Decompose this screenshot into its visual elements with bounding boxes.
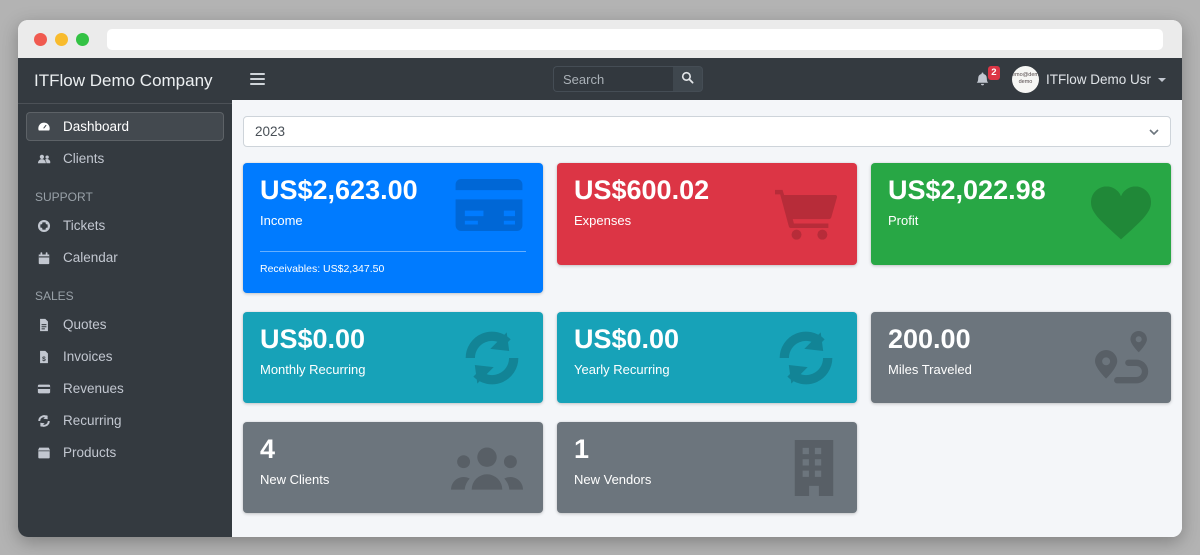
avatar: demo@demo demo (1011, 65, 1039, 93)
stat-value: 200.00 (888, 324, 971, 354)
stat-label: New Clients (260, 472, 330, 488)
life-ring-icon (35, 218, 52, 233)
sidebar-item-label: Invoices (63, 349, 113, 364)
heart-icon (1091, 186, 1151, 242)
shopping-cart-icon (775, 187, 837, 241)
search-icon (681, 71, 694, 87)
sidebar-item-label: Clients (63, 151, 105, 166)
bell-icon (975, 71, 990, 87)
notifications-button[interactable]: 2 (975, 66, 1000, 87)
sync-icon (461, 330, 523, 386)
stat-label: Monthly Recurring (260, 362, 366, 378)
browser-chrome (18, 20, 1182, 58)
stat-value: 4 (260, 434, 276, 464)
tachometer-icon (35, 119, 52, 134)
stat-card-yearly-recurring: US$0.00 Yearly Recurring (557, 312, 857, 403)
stat-label: Income (260, 213, 303, 229)
sidebar-item-dashboard[interactable]: Dashboard (26, 112, 224, 141)
svg-text:$: $ (42, 355, 46, 362)
route-icon (1093, 330, 1151, 385)
stat-label: New Vendors (574, 472, 652, 488)
sidebar-item-calendar[interactable]: Calendar (26, 243, 224, 272)
building-icon (791, 439, 837, 496)
file-invoice-dollar-icon: $ (35, 349, 52, 364)
close-window-button[interactable] (34, 32, 47, 46)
search-input[interactable] (553, 66, 673, 92)
stat-label: Expenses (574, 213, 632, 229)
maximize-window-button[interactable] (76, 32, 89, 46)
minimize-window-button[interactable] (55, 32, 68, 46)
user-menu[interactable]: demo@demo demo ITFlow Demo Usr (1011, 65, 1166, 93)
stat-label: Yearly Recurring (574, 362, 670, 378)
dashboard-content: 2023 US$2,623.00 Income Receivables: US$… (232, 100, 1182, 537)
stat-value: US$0.00 (260, 324, 366, 354)
sidebar-item-label: Tickets (63, 218, 106, 233)
year-select[interactable]: 2023 (243, 116, 1171, 147)
stat-card-profit: US$2,022.98 Profit (871, 163, 1171, 265)
calendar-icon (35, 250, 52, 265)
sidebar-item-tickets[interactable]: Tickets (26, 211, 224, 240)
address-bar[interactable] (107, 28, 1163, 50)
sidebar-item-products[interactable]: Products (26, 438, 224, 467)
notification-badge: 2 (987, 66, 1000, 80)
stat-label: Profit (888, 213, 919, 229)
sidebar-item-clients[interactable]: Clients (26, 144, 224, 173)
sidebar-item-label: Calendar (63, 250, 118, 265)
chevron-down-icon (1149, 128, 1159, 135)
search-button[interactable] (673, 66, 703, 92)
brand-title[interactable]: ITFlow Demo Company (18, 58, 232, 104)
sidebar: ITFlow Demo Company Dashboard Clients SU… (18, 58, 232, 537)
search-group (553, 66, 703, 92)
sync-icon (775, 330, 837, 386)
stat-card-income: US$2,623.00 Income Receivables: US$2,347… (243, 163, 543, 293)
user-name: ITFlow Demo Usr (1045, 71, 1151, 87)
sidebar-item-quotes[interactable]: Quotes (26, 310, 224, 339)
sidebar-item-label: Products (63, 445, 117, 460)
year-select-value: 2023 (255, 124, 286, 139)
sidebar-section-support: SUPPORT (35, 190, 93, 204)
stat-card-miles-traveled: 200.00 Miles Traveled (871, 312, 1171, 403)
stat-card-monthly-recurring: US$0.00 Monthly Recurring (243, 312, 543, 403)
file-lines-icon (35, 317, 52, 332)
sync-icon (35, 413, 52, 428)
stat-value: 1 (574, 434, 590, 464)
box-icon (35, 445, 52, 460)
top-navbar: 2 demo@demo demo ITFlow Demo Usr (232, 58, 1182, 100)
stat-card-new-vendors: 1 New Vendors (557, 422, 857, 513)
sidebar-item-label: Dashboard (63, 119, 130, 134)
stat-label: Miles Traveled (888, 362, 972, 378)
credit-card-icon (35, 381, 52, 396)
stat-value: US$600.02 (574, 175, 710, 205)
users-icon (451, 443, 523, 493)
sidebar-nav: Dashboard Clients SUPPORT Tickets (18, 104, 232, 478)
users-icon (35, 151, 52, 166)
sidebar-section-sales: SALES (35, 289, 74, 303)
chevron-down-icon (1158, 78, 1166, 82)
sidebar-item-recurring[interactable]: Recurring (26, 406, 224, 435)
sidebar-item-revenues[interactable]: Revenues (26, 374, 224, 403)
sidebar-item-label: Revenues (63, 381, 124, 396)
stat-card-new-clients: 4 New Clients (243, 422, 543, 513)
stat-card-expenses: US$600.02 Expenses (557, 163, 857, 265)
sidebar-item-invoices[interactable]: $ Invoices (26, 342, 224, 371)
credit-card-icon (455, 179, 523, 231)
sidebar-toggle-button[interactable] (248, 69, 267, 90)
stat-value: US$2,022.98 (888, 175, 1046, 205)
window-controls (18, 32, 101, 46)
stat-value: US$2,623.00 (260, 175, 418, 205)
stat-footer: Receivables: US$2,347.50 (260, 251, 526, 275)
stat-value: US$0.00 (574, 324, 680, 354)
stat-grid: US$2,623.00 Income Receivables: US$2,347… (243, 163, 1171, 513)
browser-window: ITFlow Demo Company Dashboard Clients SU… (18, 20, 1182, 537)
sidebar-item-label: Recurring (63, 413, 122, 428)
sidebar-item-label: Quotes (63, 317, 107, 332)
